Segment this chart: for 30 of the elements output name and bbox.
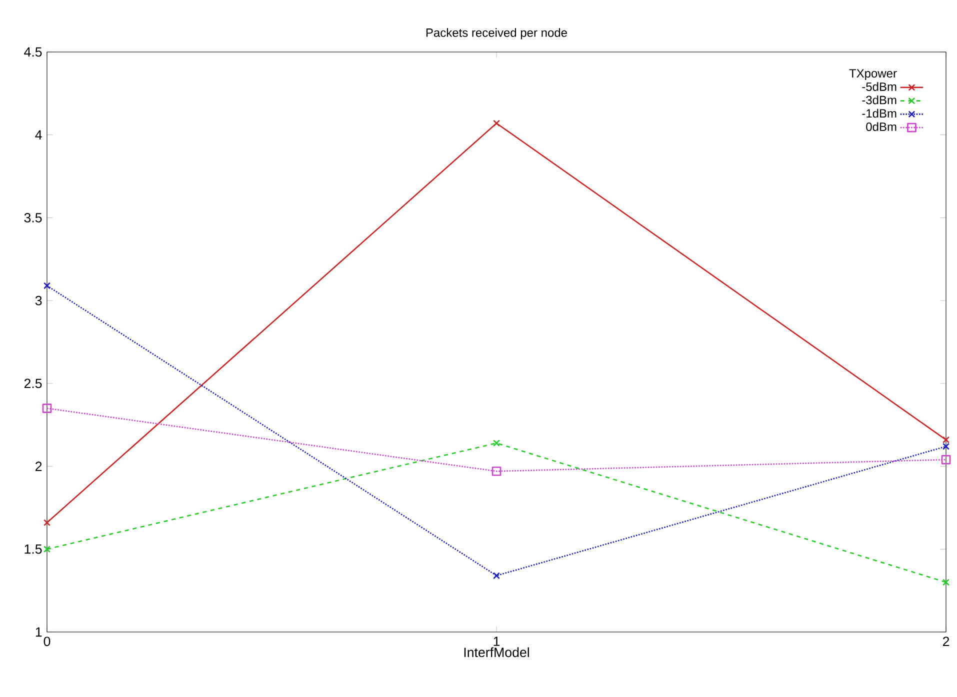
y-tick-label: 4 (35, 130, 42, 140)
y-tick-label: 3.5 (24, 213, 42, 222)
y-tick-label: 2.5 (24, 378, 42, 388)
point (492, 466, 502, 476)
point (44, 282, 50, 290)
point (42, 404, 52, 413)
point (942, 436, 950, 444)
y-tick-label: 2 (36, 462, 42, 471)
point (493, 120, 500, 127)
x-axis-title: InterfModel (464, 647, 529, 658)
point (493, 440, 500, 447)
legend-label: -3dBm (862, 95, 896, 104)
legend-label: 0dBm (866, 122, 896, 132)
point (942, 578, 950, 586)
legend-title: TXpower (849, 69, 897, 80)
x-tick-label: 2 (942, 636, 950, 646)
legend-label: -5dBm (862, 82, 896, 91)
y-tick-label: 1.5 (24, 544, 42, 554)
legend-label: -1dBm (862, 108, 896, 118)
chart-title: Packets received per node (426, 28, 567, 40)
x-tick-label: 0 (44, 636, 50, 646)
x-tick-label: 1 (494, 636, 500, 646)
point (493, 572, 500, 580)
point (942, 442, 950, 450)
y-tick-label: 1 (36, 627, 42, 637)
y-tick-label: 3 (35, 296, 42, 306)
y-tick-label: 4.5 (24, 47, 42, 57)
point (44, 546, 50, 553)
point (941, 454, 951, 464)
point (44, 519, 50, 526)
